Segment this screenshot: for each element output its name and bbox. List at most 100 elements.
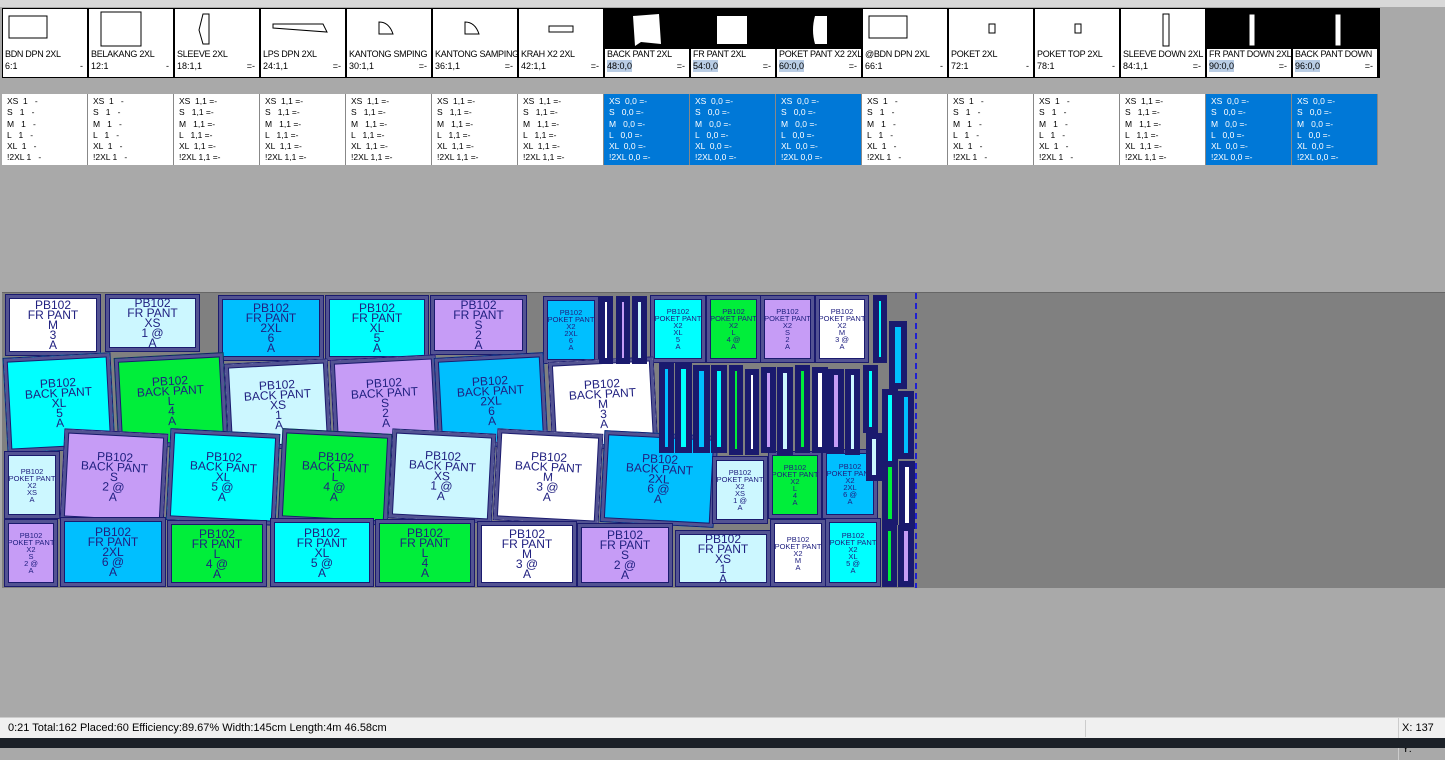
piece-thumbnail	[691, 9, 775, 49]
size-table[interactable]: XS 1 - S 1 - M 1 - L 1 - XL 1 - !2XL 1 -	[862, 94, 948, 165]
marker-piece[interactable]: PB102 POKET PANT X2 2XL 6 A	[543, 296, 599, 364]
piece-size: XL	[369, 321, 385, 335]
marker-strip-piece[interactable]	[882, 525, 897, 587]
marker-strip-piece[interactable]	[795, 365, 810, 453]
marker-piece[interactable]: PB102 POKET PANT X2 M 3 @ A	[815, 295, 869, 363]
marker-piece[interactable]: PB102 FR PANT M 3 @ A	[477, 521, 577, 587]
marker-piece[interactable]: PB102 POKET PANT X2 XS A	[4, 451, 60, 519]
piece-style: PB102	[704, 531, 742, 546]
marker-strip-piece[interactable]	[898, 525, 914, 587]
marker-strip-piece[interactable]	[898, 391, 914, 459]
piece-card[interactable]: POKET TOP 2XL 78:1 -	[1035, 9, 1121, 77]
piece-name: FR PANT	[296, 535, 348, 550]
size-table[interactable]: XS 1 - S 1 - M 1 - L 1 - XL 1 - !2XL 1 -	[2, 94, 88, 165]
piece-card[interactable]: KANTONG SAMPING 36:1,1 =-	[433, 9, 519, 77]
piece-card[interactable]: KANTONG SMPING 30:1,1 =-	[347, 9, 433, 77]
marker-canvas[interactable]: PB102 FR PANT M 3 A PB102 FR PANT XS 1 @ A PB102 FR…	[2, 292, 1445, 588]
marker-piece[interactable]: PB102 BACK PANT S 2 @ A	[59, 428, 169, 526]
marker-piece[interactable]: PB102 POKET PANT X2 L 4 A	[768, 451, 822, 519]
piece-card[interactable]: BDN DPN 2XL 6:1 -	[3, 9, 89, 77]
marker-piece[interactable]: PB102 FR PANT L 4 @ A	[167, 520, 267, 587]
piece-size: XL	[848, 551, 858, 561]
piece-card[interactable]: @BDN DPN 2XL 66:1 -	[863, 9, 949, 77]
piece-size: S	[474, 318, 483, 332]
piece-card[interactable]: LPS DPN 2XL 24:1,1 =-	[261, 9, 347, 77]
piece-name: POKET PANT X2	[8, 473, 56, 490]
piece-card[interactable]: SLEEVE DOWN 2XL 84:1,1 =-	[1121, 9, 1207, 77]
marker-strip-piece[interactable]	[745, 369, 759, 455]
piece-num: 2 @	[613, 558, 637, 572]
marker-strip-piece[interactable]	[729, 365, 743, 455]
marker-strip-piece[interactable]	[863, 365, 878, 433]
piece-card[interactable]: POKET PANT X2 2XL 60:0,0 =-	[777, 9, 863, 77]
size-table[interactable]: XS 1 - S 1 - M 1 - L 1 - XL 1 - !2XL 1 -	[1034, 94, 1120, 165]
marker-piece[interactable]: PB102 POKET PANT X2 2XL 6 @ A	[822, 449, 878, 519]
piece-card[interactable]: SLEEVE 2XL 18:1,1 =-	[175, 9, 261, 77]
marker-strip-piece[interactable]	[899, 461, 915, 529]
size-table[interactable]: XS 0,0 =- S 0,0 =- M 0,0 =- L 0,0 =- XL …	[1206, 94, 1292, 165]
piece-card[interactable]: KRAH X2 2XL 42:1,1 =-	[519, 9, 605, 77]
marker-piece[interactable]: PB102 FR PANT S 2 A	[430, 295, 527, 355]
marker-strip-piece[interactable]	[632, 296, 647, 364]
marker-strip-piece[interactable]	[845, 369, 860, 455]
piece-card[interactable]: BACK PANT DOWN 96:0,0 =-	[1293, 9, 1379, 77]
marker-strip-piece[interactable]	[599, 296, 613, 364]
marker-strip-piece[interactable]	[616, 296, 630, 364]
marker-strip-piece[interactable]	[882, 461, 898, 525]
marker-piece[interactable]: PB102 BACK PANT XL 5 @ A	[165, 428, 281, 526]
size-table[interactable]: XS 1,1 =- S 1,1 =- M 1,1 =- L 1,1 =- XL …	[1120, 94, 1206, 165]
marker-strip-piece[interactable]	[828, 369, 844, 453]
marker-strip-piece[interactable]	[873, 295, 887, 363]
size-table[interactable]: XS 0,0 =- S 0,0 =- M 0,0 =- L 0,0 =- XL …	[1292, 94, 1378, 165]
marker-piece[interactable]: PB102 POKET PANT X2 S 2 A	[760, 295, 815, 363]
piece-size: M	[838, 328, 846, 337]
marker-strip-piece[interactable]	[812, 367, 828, 453]
marker-strip-piece[interactable]	[889, 321, 907, 389]
size-table[interactable]: XS 0,0 =- S 0,0 =- M 0,0 =- L 0,0 =- XL …	[690, 94, 776, 165]
marker-piece[interactable]: PB102 FR PANT 2XL 6 @ A	[60, 517, 166, 587]
marker-strip-piece[interactable]	[711, 365, 727, 453]
size-table[interactable]: XS 1 - S 1 - M 1 - L 1 - XL 1 - !2XL 1 -	[88, 94, 174, 165]
size-table[interactable]: XS 1,1 =- S 1,1 =- M 1,1 =- L 1,1 =- XL …	[518, 94, 604, 165]
piece-mark: =-	[676, 61, 685, 71]
piece-thumbnail	[605, 9, 689, 49]
piece-card[interactable]: FR PANT DOWN 2XL 90:0,0 =-	[1207, 9, 1293, 77]
size-table[interactable]: XS 0,0 =- S 0,0 =- M 0,0 =- L 0,0 =- XL …	[604, 94, 690, 165]
piece-card[interactable]: FR PANT 2XL 54:0,0 =-	[691, 9, 777, 77]
piece-code: 78:1	[1037, 61, 1055, 71]
marker-piece[interactable]: PB102 FR PANT L 4 A	[375, 519, 475, 587]
toolbar	[0, 0, 1445, 7]
size-table[interactable]: XS 1,1 =- S 1,1 =- M 1,1 =- L 1,1 =- XL …	[346, 94, 432, 165]
marker-strip-piece[interactable]	[693, 365, 710, 453]
size-table[interactable]: XS 1,1 =- S 1,1 =- M 1,1 =- L 1,1 =- XL …	[432, 94, 518, 165]
marker-strip-piece[interactable]	[659, 363, 674, 453]
marker-piece[interactable]: PB102 POKET PANT X2 XL 5 @ A	[825, 518, 881, 587]
marker-piece[interactable]: PB102 FR PANT M 3 A	[5, 294, 101, 356]
marker-piece[interactable]: PB102 POKET PANT X2 M A	[770, 519, 826, 587]
marker-strip-piece[interactable]	[675, 363, 692, 453]
marker-piece[interactable]: PB102 POKET PANT X2 S 2 @ A	[4, 519, 58, 587]
marker-strip-piece[interactable]	[866, 433, 882, 481]
marker-piece[interactable]: PB102 FR PANT 2XL 6 A	[218, 295, 324, 361]
marker-piece[interactable]: PB102 FR PANT XL 5 A	[325, 295, 429, 361]
piece-card[interactable]: BELAKANG 2XL 12:1 -	[89, 9, 175, 77]
size-table[interactable]: XS 1,1 =- S 1,1 =- M 1,1 =- L 1,1 =- XL …	[260, 94, 346, 165]
marker-strip-piece[interactable]	[777, 367, 793, 455]
marker-piece[interactable]: PB102 FR PANT XL 5 @ A	[270, 518, 374, 587]
marker-piece[interactable]: PB102 BACK PANT M 3 @ A	[492, 428, 604, 526]
marker-piece[interactable]: PB102 FR PANT XS 1 A	[675, 530, 771, 587]
marker-piece[interactable]: PB102 FR PANT XS 1 @ A	[105, 294, 200, 352]
marker-piece[interactable]: PB102 POKET PANT X2 L 4 @ A	[706, 295, 761, 363]
piece-thumbnail	[261, 9, 345, 49]
marker-strip-piece[interactable]	[761, 367, 776, 453]
marker-piece[interactable]: PB102 POKET PANT X2 XL 5 A	[650, 295, 706, 363]
marker-piece[interactable]: PB102 POKET PANT X2 XS 1 @ A	[712, 456, 768, 524]
size-table[interactable]: XS 1,1 =- S 1,1 =- M 1,1 =- L 1,1 =- XL …	[174, 94, 260, 165]
marker-piece[interactable]: PB102 BACK PANT L 4 @ A	[277, 428, 393, 526]
piece-card[interactable]: BACK PANT 2XL 48:0,0 =-	[605, 9, 691, 77]
marker-piece[interactable]: PB102 FR PANT S 2 @ A	[577, 523, 673, 587]
marker-piece[interactable]: PB102 BACK PANT XS 1 @ A	[387, 428, 497, 524]
size-table[interactable]: XS 1 - S 1 - M 1 - L 1 - XL 1 - !2XL 1 -	[948, 94, 1034, 165]
piece-card[interactable]: POKET 2XL 72:1 -	[949, 9, 1035, 77]
size-table[interactable]: XS 0,0 =- S 0,0 =- M 0,0 =- L 0,0 =- XL …	[776, 94, 862, 165]
